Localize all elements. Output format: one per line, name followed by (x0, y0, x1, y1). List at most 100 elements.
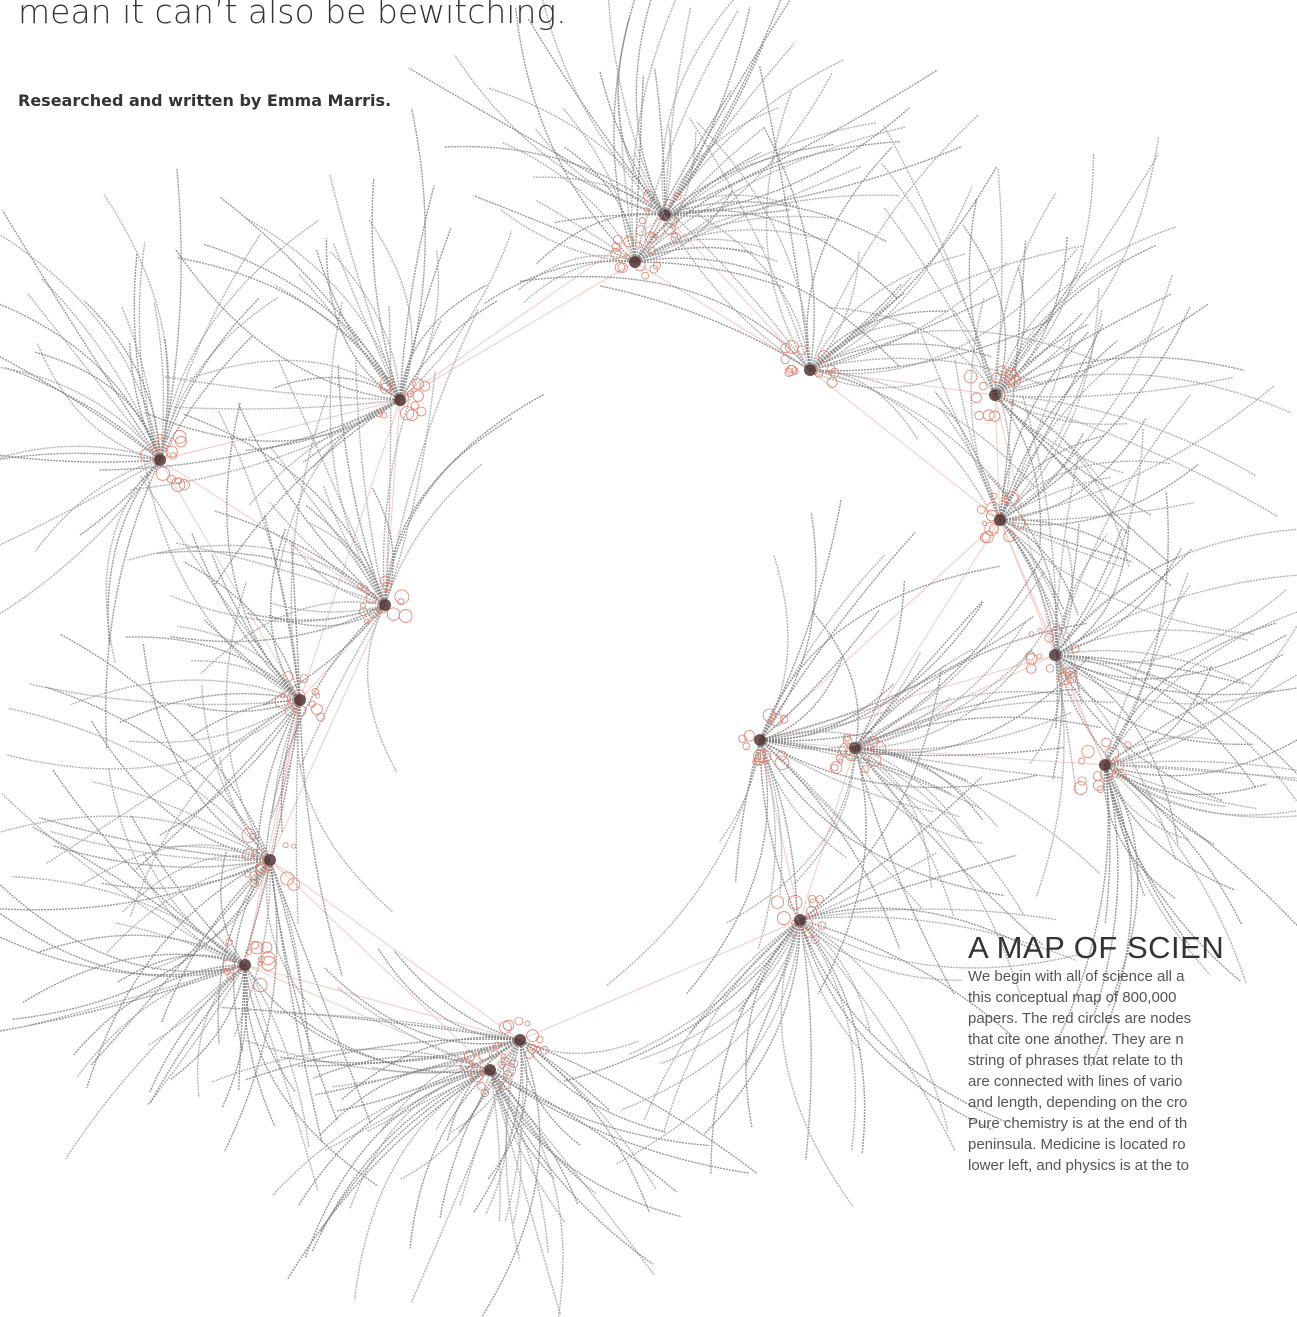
strand (800, 852, 937, 920)
strand (384, 321, 441, 605)
strand (1105, 765, 1242, 925)
strand (1055, 526, 1129, 655)
node (515, 1017, 523, 1025)
strand (1055, 651, 1251, 686)
node (407, 410, 418, 421)
strand (800, 920, 811, 1160)
strand (884, 126, 995, 395)
strand (535, 129, 665, 215)
strand (160, 220, 319, 460)
strand (665, 44, 794, 215)
hub (514, 1034, 526, 1046)
strand (79, 845, 270, 886)
node (417, 407, 426, 416)
strand (247, 218, 400, 400)
strand (810, 370, 1009, 497)
node (977, 506, 985, 514)
strand (490, 1070, 563, 1317)
strand (760, 602, 983, 740)
strand (0, 460, 160, 594)
strand (520, 1040, 656, 1190)
link (270, 860, 520, 1040)
byline: Researched and written by Emma Marris. (18, 91, 391, 110)
strand (23, 954, 245, 1002)
node (743, 743, 750, 750)
node (639, 218, 645, 224)
strand (818, 748, 866, 994)
strand (704, 920, 800, 1134)
headline-fragment: mean it can’t also be bewitching. (18, 0, 567, 31)
strand (1105, 765, 1297, 815)
strand (410, 1070, 490, 1248)
strand (99, 400, 400, 470)
node (157, 434, 162, 439)
strand (520, 1040, 610, 1111)
node (242, 829, 256, 843)
sidebar-line: this conceptual map of 800,000 (968, 987, 1297, 1008)
strand (38, 935, 245, 965)
strand (221, 1008, 520, 1040)
strand (220, 197, 400, 400)
link (245, 965, 520, 1040)
hub (379, 599, 391, 611)
node (399, 610, 412, 623)
strand (810, 254, 965, 370)
node (499, 1021, 511, 1033)
strand (70, 680, 300, 705)
strand (0, 453, 160, 460)
node (387, 608, 399, 620)
strand (160, 299, 259, 460)
strand (3, 211, 160, 460)
strand (245, 965, 378, 1186)
strand (1105, 491, 1168, 765)
node (770, 713, 782, 725)
strand (400, 1070, 490, 1179)
strand (800, 920, 993, 1130)
strand (520, 1040, 665, 1132)
hub (629, 256, 641, 268)
sidebar: A MAP OF SCIEN We begin with all of scie… (968, 930, 1297, 1176)
hub (804, 364, 816, 376)
strand (534, 177, 665, 215)
strand (303, 400, 400, 462)
strand (564, 920, 800, 1081)
node (843, 734, 850, 741)
node (613, 235, 622, 244)
strand (128, 545, 385, 605)
strand (800, 920, 948, 1131)
node (1026, 664, 1036, 674)
strand (79, 460, 160, 535)
strand (520, 1040, 649, 1213)
strand (500, 209, 635, 262)
strand (1055, 528, 1122, 655)
strand (1105, 665, 1212, 765)
node (1078, 777, 1086, 785)
strand (1000, 324, 1103, 520)
link (400, 262, 635, 400)
node (780, 715, 788, 723)
node (395, 590, 409, 604)
hub (1099, 759, 1111, 771)
sidebar-line: peninsula. Medicine is located ro (968, 1134, 1297, 1155)
strand (1055, 527, 1297, 655)
node (1097, 786, 1104, 793)
strand (385, 418, 512, 605)
node (283, 843, 288, 848)
sidebar-line: Pure chemistry is at the end of th (968, 1113, 1297, 1134)
strand (1105, 765, 1297, 780)
strand (1105, 765, 1297, 926)
strand (270, 860, 371, 1124)
node (525, 1050, 533, 1058)
node (312, 704, 323, 715)
strand (1104, 765, 1175, 898)
node (775, 756, 789, 770)
link (400, 215, 665, 400)
strand (305, 1070, 490, 1258)
strand (46, 700, 300, 863)
sidebar-line: lower left, and physics is at the to (968, 1155, 1297, 1176)
link (810, 370, 1000, 520)
strand (537, 201, 635, 262)
strand (746, 920, 800, 1127)
node (964, 370, 977, 383)
node (1082, 745, 1094, 757)
